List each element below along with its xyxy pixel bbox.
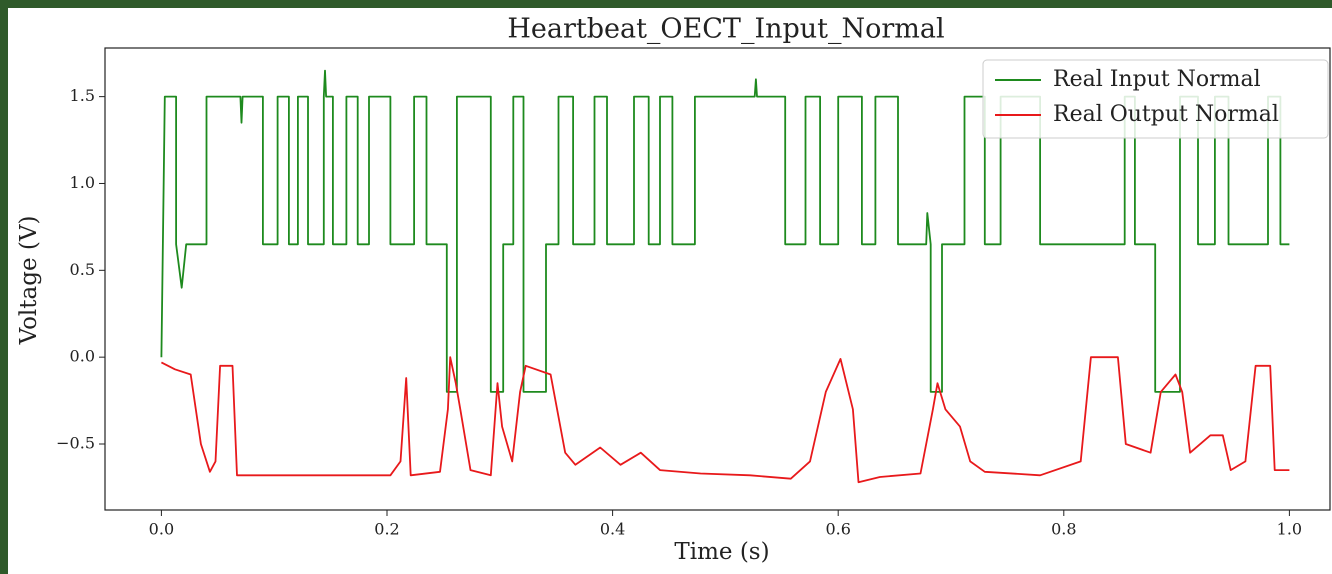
x-tick-label: 0.4 xyxy=(600,520,625,539)
legend-box xyxy=(982,59,1329,139)
y-tick-label: −0.5 xyxy=(56,434,95,453)
x-tick-label: 0.0 xyxy=(149,520,174,539)
legend-label: Real Input Normal xyxy=(1053,67,1261,92)
y-tick-label: 0.0 xyxy=(70,347,95,366)
y-tick-label: 0.5 xyxy=(70,260,95,279)
y-tick-label: 1.5 xyxy=(70,86,95,105)
x-axis-label: Time (s) xyxy=(674,539,769,565)
x-tick-label: 0.8 xyxy=(1051,520,1076,539)
x-tick-label: 1.0 xyxy=(1277,520,1302,539)
x-tick-label: 0.6 xyxy=(825,520,850,539)
y-axis-label: Voltage (V) xyxy=(16,216,42,346)
line-series xyxy=(160,356,1290,484)
y-tick-label: 1.0 xyxy=(70,173,95,192)
plot-frame xyxy=(104,47,1331,511)
x-tick-label: 0.2 xyxy=(374,520,399,539)
chart-title: Heartbeat_OECT_Input_Normal xyxy=(507,14,944,45)
legend-label: Real Output Normal xyxy=(1053,102,1279,127)
